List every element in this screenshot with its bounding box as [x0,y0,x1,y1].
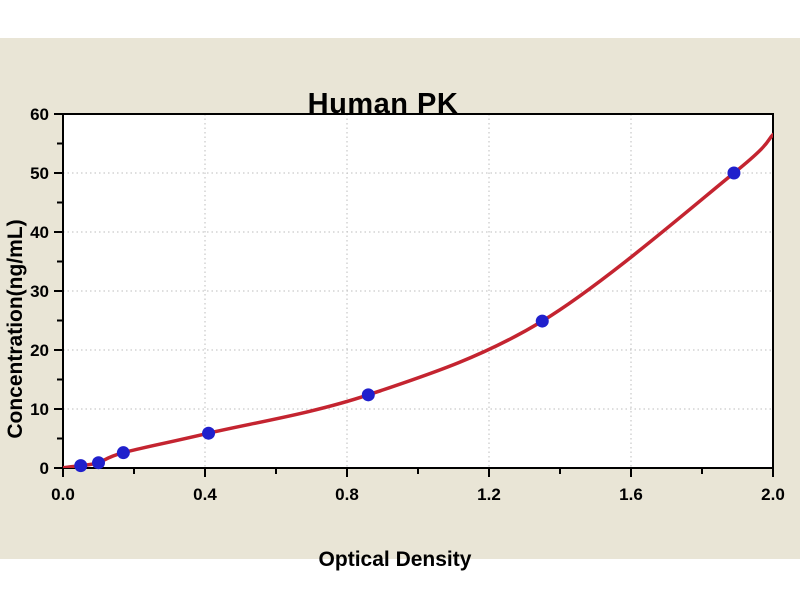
data-point [116,446,130,460]
y-tick-label: 60 [30,105,49,124]
axes-box [62,113,774,469]
y-tick-label: 40 [30,223,49,242]
x-tick-label: 1.6 [619,485,643,504]
data-point [361,388,375,402]
y-tick-label: 10 [30,400,49,419]
y-tick-label: 50 [30,164,49,183]
x-axis-title: Optical Density [318,548,472,571]
x-tick-label: 0.8 [335,485,359,504]
axis-ticks [54,113,774,477]
data-point [202,426,216,440]
data-point [727,166,741,180]
data-point [535,314,549,328]
y-tick-label: 20 [30,341,49,360]
gridlines [63,114,773,468]
data-point [92,456,105,470]
y-tick-label: 0 [40,459,49,478]
y-tick-label: 30 [30,282,49,301]
x-tick-label: 1.2 [477,485,501,504]
y-tick-labels: 0 10 20 30 40 50 60 [30,105,49,478]
x-tick-label: 2.0 [761,485,785,504]
x-tick-label: 0.0 [51,485,75,504]
x-tick-label: 0.4 [193,485,217,504]
data-point [74,459,88,473]
x-tick-labels: 0.0 0.4 0.8 1.2 1.6 2.0 [51,485,785,504]
data-points [74,166,741,473]
